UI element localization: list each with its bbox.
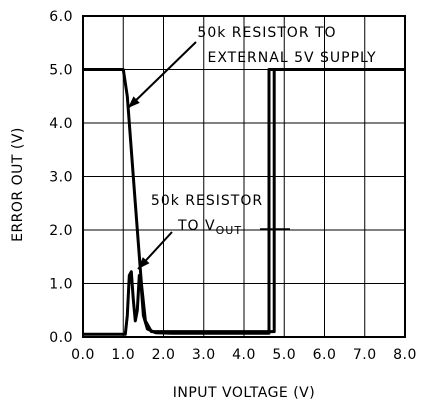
y-axis-label: ERROR OUT (V): [10, 127, 26, 242]
x-tick-labels: 0.0 1.0 2.0 3.0 4.0 5.0 6.0 7.0 8.0: [71, 347, 417, 363]
series-line-2: [83, 68, 405, 336]
y-tick-label: 5.0: [49, 63, 73, 79]
x-tick-label: 4.0: [232, 347, 256, 363]
chart-series: [83, 68, 405, 336]
y-tick-label: 3.0: [49, 170, 73, 186]
annotation-ext-line2: EXTERNAL 5V SUPPLY: [207, 50, 376, 66]
annotations: 50k RESISTOR TO EXTERNAL 5V SUPPLY 50k R…: [127, 25, 376, 270]
x-tick-label: 8.0: [393, 347, 417, 363]
annotation-ext-line1: 50k RESISTOR TO: [197, 25, 336, 41]
x-tick-label: 7.0: [353, 347, 377, 363]
y-tick-label: 0.0: [49, 330, 73, 346]
x-axis-label: INPUT VOLTAGE (V): [173, 385, 315, 401]
annotation-vout-line1: 50k RESISTOR: [151, 193, 263, 209]
x-tick-label: 5.0: [272, 347, 296, 363]
x-tick-label: 0.0: [71, 347, 95, 363]
annotation-vout-text: TO V: [177, 218, 216, 234]
annotation-vout-subscript: OUT: [216, 224, 242, 237]
y-tick-label: 2.0: [49, 223, 73, 239]
y-tick-label: 1.0: [49, 277, 73, 293]
annotation-vout-line2: TO VOUT: [177, 218, 242, 237]
x-tick-label: 1.0: [111, 347, 135, 363]
y-tick-labels: 0.0 1.0 2.0 3.0 4.0 5.0 6.0: [49, 9, 73, 346]
y-tick-label: 4.0: [49, 116, 73, 132]
plot-frame: [82, 15, 406, 338]
annotation-vout-arrowhead: [138, 257, 150, 269]
x-tick-label: 2.0: [152, 347, 176, 363]
x-tick-label: 3.0: [192, 347, 216, 363]
annotation-ext-arrowhead: [128, 96, 140, 108]
y-tick-label: 6.0: [49, 9, 73, 25]
annotation-ext-arrow: [127, 41, 197, 109]
x-tick-label: 6.0: [313, 347, 337, 363]
